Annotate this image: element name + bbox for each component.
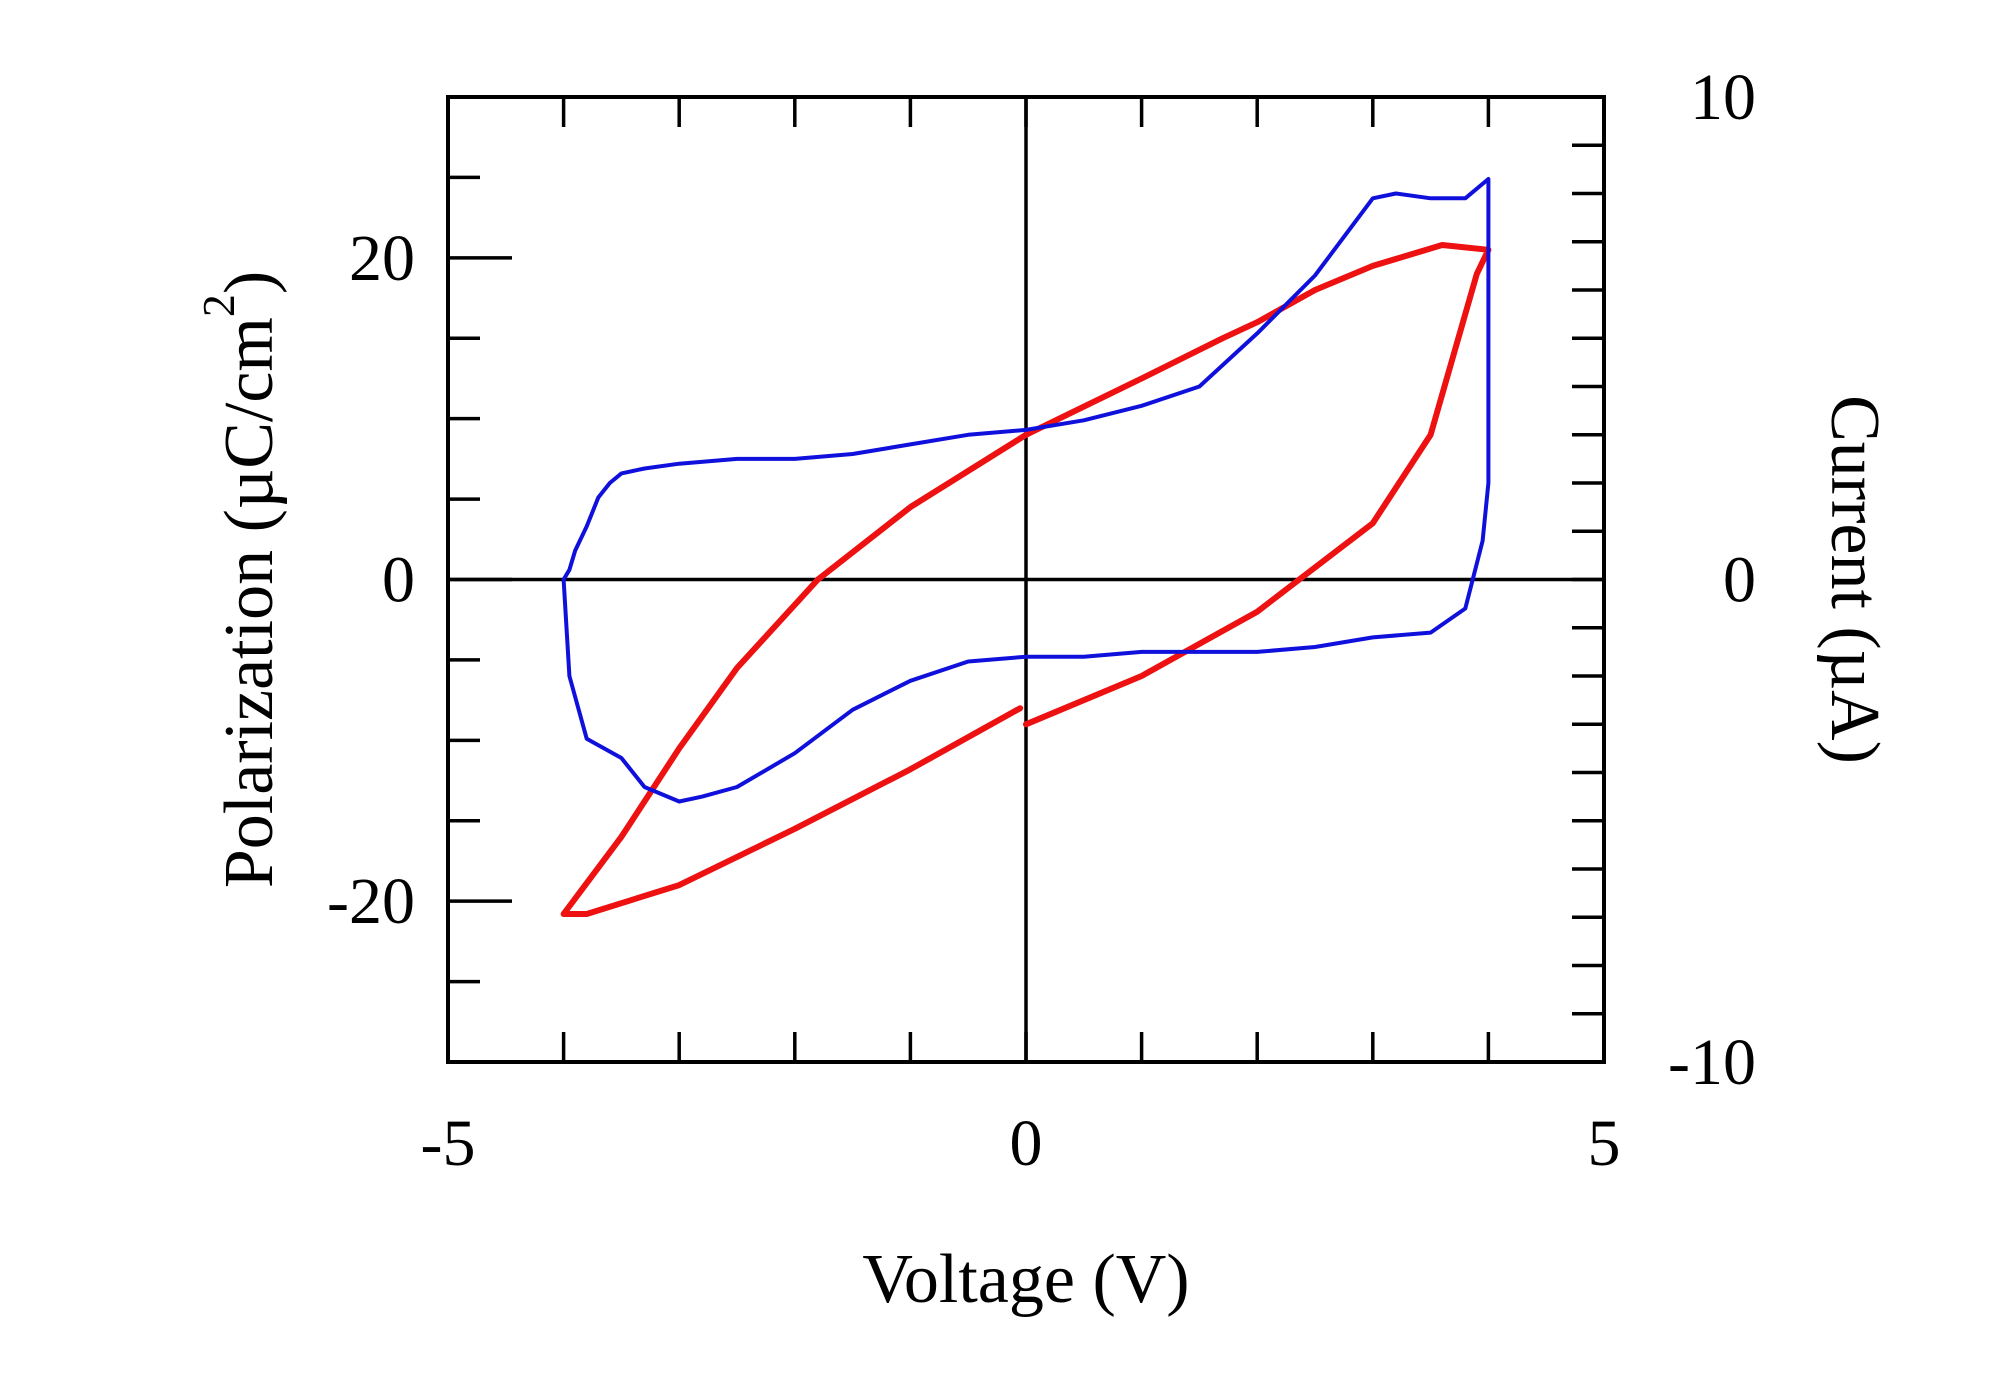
current-series-line [561,177,1491,804]
svg-text:Current (µA): Current (µA) [1816,395,1893,764]
y-right-tick-label: 10 [1690,61,1756,134]
series-layer [560,177,1492,917]
y-right-tick-label: 0 [1723,544,1756,617]
y-left-axis-title: Polarization (µC/cm2) [193,271,288,888]
y-left-title-close: ) [211,271,288,294]
y-right-axis-title: Current (µA) [1816,395,1893,764]
tick-marks [448,97,1604,1062]
x-axis-title: Voltage (V) [862,1241,1189,1318]
y-left-title-superscript: 2 [193,294,244,317]
y-left-tick-label: -20 [327,865,415,938]
y-left-title-main: Polarization (µC/cm [211,317,288,888]
x-tick-label: 5 [1588,1107,1621,1180]
polarization-series-line [560,242,1492,917]
x-tick-label: -5 [421,1107,476,1180]
y-left-tick-label: 0 [382,544,415,617]
x-tick-label: 0 [1010,1107,1043,1180]
y-left-tick-label: 20 [349,222,415,295]
svg-text:Polarization (µC/cm2): Polarization (µC/cm2) [193,271,288,888]
tick-labels: -5 0 5 20 0 -20 10 0 -10 [327,61,1756,1180]
y-right-tick-label: -10 [1668,1026,1756,1099]
